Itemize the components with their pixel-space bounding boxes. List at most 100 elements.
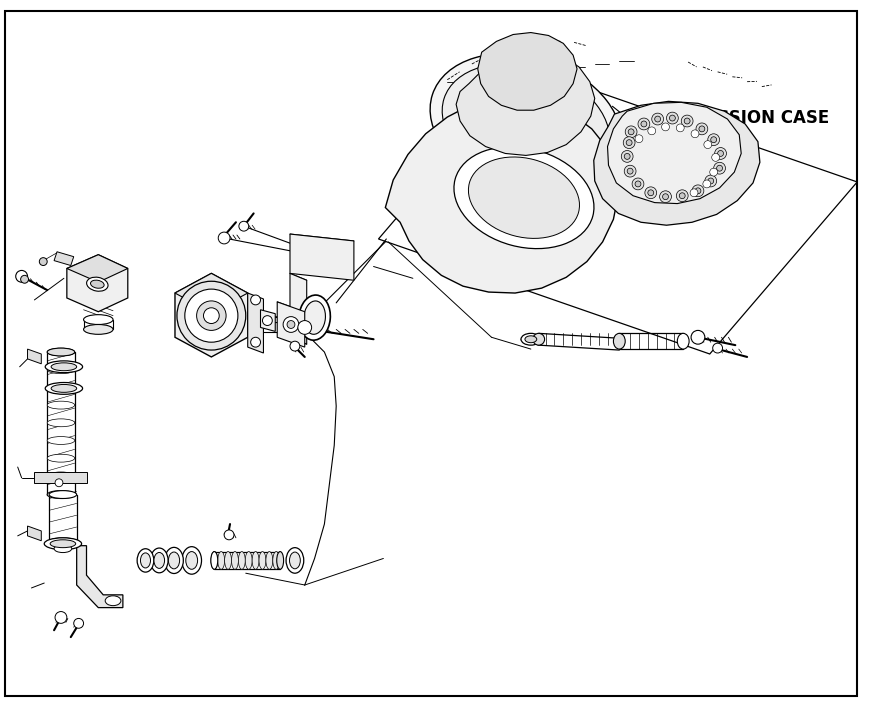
Ellipse shape (168, 552, 180, 569)
Ellipse shape (186, 551, 197, 569)
Ellipse shape (47, 491, 75, 498)
Ellipse shape (140, 553, 151, 568)
Ellipse shape (154, 552, 165, 568)
Circle shape (638, 118, 650, 130)
Circle shape (717, 165, 723, 171)
Ellipse shape (83, 315, 113, 325)
Ellipse shape (50, 539, 75, 548)
Ellipse shape (253, 551, 259, 569)
Ellipse shape (51, 363, 76, 370)
Circle shape (645, 187, 657, 199)
Polygon shape (456, 51, 595, 156)
Ellipse shape (239, 551, 246, 569)
Circle shape (628, 129, 634, 135)
Ellipse shape (430, 54, 622, 197)
Circle shape (705, 175, 717, 187)
Circle shape (641, 121, 647, 127)
Circle shape (55, 479, 63, 486)
Circle shape (635, 181, 641, 187)
Polygon shape (175, 274, 247, 312)
Circle shape (287, 320, 295, 329)
Ellipse shape (286, 548, 303, 573)
Circle shape (196, 301, 226, 330)
Circle shape (684, 118, 690, 124)
Polygon shape (67, 255, 128, 312)
Ellipse shape (150, 548, 168, 573)
Ellipse shape (217, 551, 225, 569)
Ellipse shape (273, 551, 280, 569)
Circle shape (699, 126, 705, 132)
Circle shape (626, 140, 632, 146)
Polygon shape (290, 274, 307, 344)
Polygon shape (49, 546, 123, 607)
Polygon shape (260, 310, 275, 332)
Circle shape (185, 289, 238, 342)
Polygon shape (277, 302, 304, 347)
Circle shape (714, 163, 725, 174)
Circle shape (696, 123, 708, 135)
Circle shape (669, 115, 675, 121)
Ellipse shape (83, 325, 113, 334)
Ellipse shape (210, 551, 217, 569)
Circle shape (218, 232, 230, 244)
Circle shape (676, 124, 684, 132)
Circle shape (681, 115, 693, 127)
Ellipse shape (299, 295, 331, 340)
Polygon shape (54, 252, 74, 266)
Ellipse shape (47, 455, 75, 462)
Ellipse shape (105, 596, 121, 606)
Circle shape (704, 141, 712, 148)
Circle shape (676, 189, 688, 201)
Ellipse shape (47, 419, 75, 427)
Circle shape (632, 178, 644, 189)
Ellipse shape (533, 333, 545, 345)
Circle shape (624, 165, 636, 177)
Circle shape (712, 153, 720, 161)
Ellipse shape (44, 538, 82, 549)
Ellipse shape (90, 280, 104, 288)
Ellipse shape (49, 491, 76, 498)
Ellipse shape (182, 547, 202, 574)
Ellipse shape (468, 157, 580, 238)
Ellipse shape (47, 472, 75, 480)
Circle shape (74, 619, 83, 629)
Circle shape (251, 295, 260, 305)
Ellipse shape (47, 401, 75, 409)
Ellipse shape (289, 552, 300, 569)
Polygon shape (175, 274, 247, 357)
Circle shape (624, 153, 631, 159)
Circle shape (709, 168, 717, 176)
Circle shape (177, 281, 246, 350)
Ellipse shape (46, 382, 82, 395)
Ellipse shape (54, 544, 72, 553)
Polygon shape (247, 293, 263, 353)
Circle shape (695, 188, 701, 194)
Circle shape (21, 275, 29, 284)
Polygon shape (27, 526, 41, 541)
Polygon shape (27, 349, 41, 364)
Circle shape (655, 116, 660, 122)
Circle shape (648, 127, 656, 135)
Ellipse shape (47, 383, 75, 392)
Circle shape (667, 112, 678, 124)
Circle shape (717, 151, 724, 156)
Ellipse shape (246, 551, 253, 569)
Circle shape (690, 189, 698, 197)
Circle shape (648, 189, 653, 196)
Polygon shape (290, 234, 354, 280)
Circle shape (661, 123, 669, 131)
Circle shape (692, 185, 704, 197)
Polygon shape (478, 33, 577, 110)
Circle shape (627, 168, 633, 174)
Circle shape (55, 612, 67, 624)
Circle shape (691, 130, 699, 138)
Circle shape (662, 194, 668, 199)
Ellipse shape (677, 333, 689, 349)
Ellipse shape (442, 64, 610, 186)
Text: TRANSMISSION CASE: TRANSMISSION CASE (632, 109, 830, 127)
Circle shape (203, 308, 219, 324)
Ellipse shape (47, 436, 75, 445)
Circle shape (283, 317, 299, 332)
Circle shape (298, 320, 311, 334)
Ellipse shape (303, 301, 325, 334)
